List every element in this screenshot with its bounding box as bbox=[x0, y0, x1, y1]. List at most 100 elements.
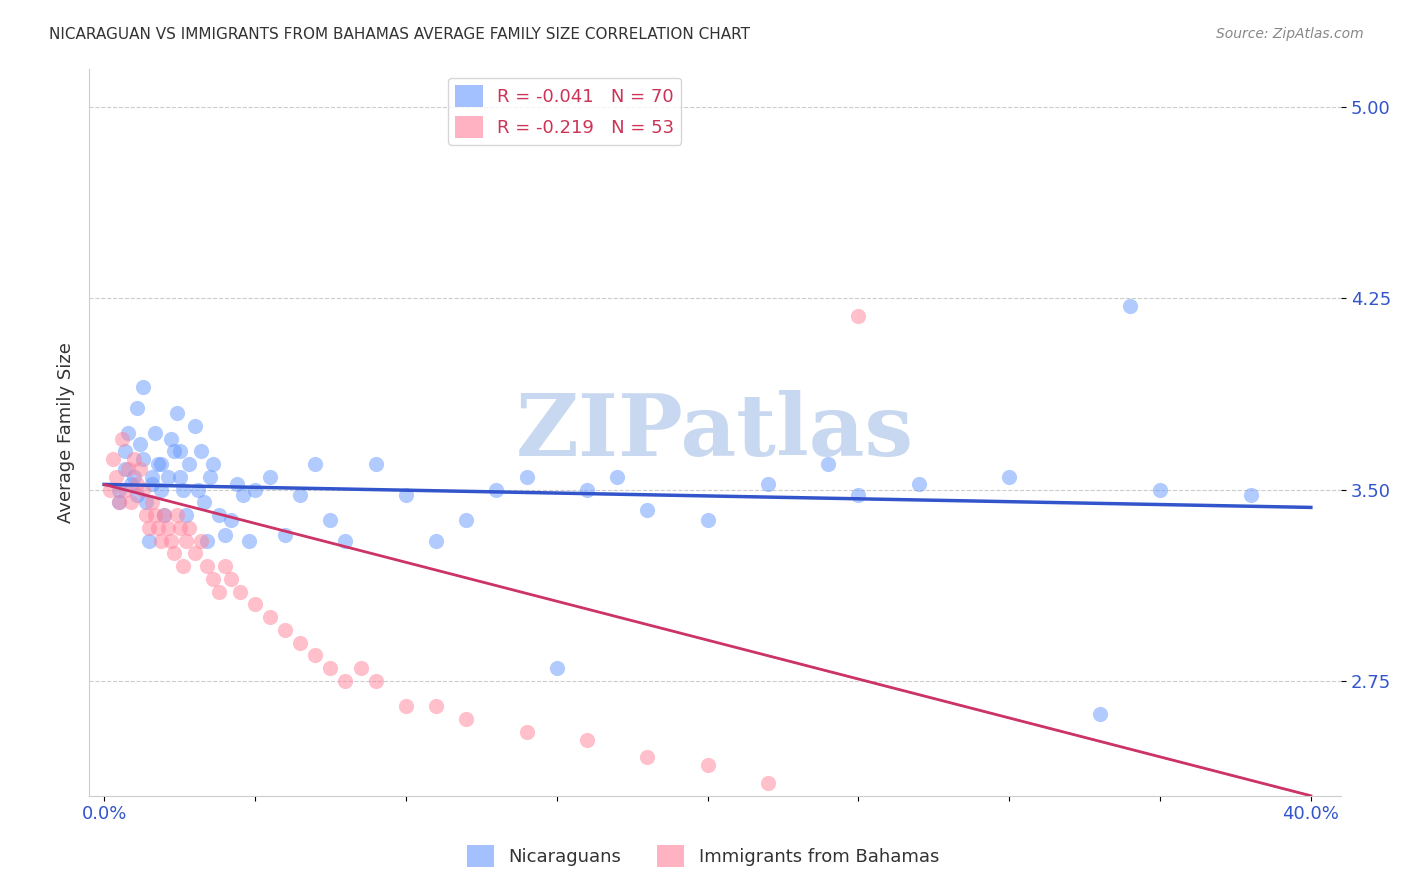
Point bbox=[259, 610, 281, 624]
Point bbox=[162, 444, 184, 458]
Point bbox=[1239, 488, 1261, 502]
Point bbox=[132, 451, 155, 466]
Point bbox=[135, 495, 157, 509]
Point bbox=[907, 477, 929, 491]
Point bbox=[515, 725, 537, 739]
Point bbox=[150, 483, 173, 497]
Point bbox=[208, 508, 231, 522]
Point bbox=[846, 488, 869, 502]
Point bbox=[425, 533, 447, 548]
Point bbox=[243, 598, 266, 612]
Point bbox=[145, 426, 167, 441]
Legend: R = -0.041   N = 70, R = -0.219   N = 53: R = -0.041 N = 70, R = -0.219 N = 53 bbox=[449, 78, 682, 145]
Point bbox=[148, 457, 170, 471]
Point bbox=[117, 426, 139, 441]
Point bbox=[290, 488, 312, 502]
Point bbox=[177, 457, 200, 471]
Point bbox=[183, 546, 205, 560]
Point bbox=[756, 477, 779, 491]
Point bbox=[319, 513, 342, 527]
Point bbox=[111, 432, 134, 446]
Point bbox=[696, 758, 718, 772]
Point bbox=[141, 477, 163, 491]
Point bbox=[98, 483, 121, 497]
Point bbox=[214, 528, 236, 542]
Point bbox=[114, 444, 136, 458]
Point bbox=[153, 508, 176, 522]
Point bbox=[1119, 299, 1142, 313]
Point bbox=[456, 513, 478, 527]
Point bbox=[138, 533, 160, 548]
Point bbox=[546, 661, 568, 675]
Point bbox=[150, 533, 173, 548]
Point bbox=[166, 406, 188, 420]
Point bbox=[120, 495, 142, 509]
Point bbox=[129, 436, 152, 450]
Point bbox=[172, 559, 194, 574]
Point bbox=[114, 462, 136, 476]
Point bbox=[335, 533, 357, 548]
Point bbox=[141, 470, 163, 484]
Point bbox=[575, 732, 598, 747]
Point bbox=[150, 457, 173, 471]
Point bbox=[169, 470, 191, 484]
Point bbox=[319, 661, 342, 675]
Point bbox=[145, 508, 167, 522]
Point bbox=[1088, 707, 1111, 722]
Point bbox=[127, 488, 149, 502]
Point bbox=[198, 470, 221, 484]
Point bbox=[1149, 483, 1171, 497]
Point bbox=[304, 457, 326, 471]
Point bbox=[183, 418, 205, 433]
Point bbox=[103, 451, 125, 466]
Point bbox=[219, 513, 242, 527]
Point bbox=[141, 495, 163, 509]
Point bbox=[108, 495, 131, 509]
Point bbox=[177, 521, 200, 535]
Point bbox=[127, 477, 149, 491]
Point bbox=[225, 477, 247, 491]
Point bbox=[998, 470, 1021, 484]
Point bbox=[238, 533, 260, 548]
Point bbox=[243, 483, 266, 497]
Point bbox=[159, 533, 181, 548]
Point bbox=[575, 483, 598, 497]
Point bbox=[148, 521, 170, 535]
Point bbox=[229, 584, 252, 599]
Point bbox=[124, 451, 146, 466]
Point bbox=[696, 513, 718, 527]
Point bbox=[169, 444, 191, 458]
Point bbox=[274, 528, 297, 542]
Point bbox=[364, 673, 387, 688]
Point bbox=[156, 470, 179, 484]
Point bbox=[172, 483, 194, 497]
Point bbox=[159, 432, 181, 446]
Text: ZIPatlas: ZIPatlas bbox=[516, 390, 914, 475]
Point bbox=[127, 401, 149, 415]
Point bbox=[117, 462, 139, 476]
Point bbox=[335, 673, 357, 688]
Point bbox=[201, 457, 224, 471]
Point bbox=[190, 533, 212, 548]
Point bbox=[364, 457, 387, 471]
Point bbox=[606, 470, 628, 484]
Text: Source: ZipAtlas.com: Source: ZipAtlas.com bbox=[1216, 27, 1364, 41]
Point bbox=[174, 508, 197, 522]
Point bbox=[156, 521, 179, 535]
Point bbox=[395, 488, 418, 502]
Point bbox=[636, 750, 658, 764]
Point bbox=[187, 483, 209, 497]
Point bbox=[138, 521, 160, 535]
Point bbox=[290, 635, 312, 649]
Point bbox=[201, 572, 224, 586]
Y-axis label: Average Family Size: Average Family Size bbox=[58, 342, 75, 523]
Point bbox=[846, 309, 869, 323]
Point bbox=[129, 462, 152, 476]
Point bbox=[636, 503, 658, 517]
Point bbox=[108, 495, 131, 509]
Point bbox=[485, 483, 508, 497]
Point bbox=[817, 457, 839, 471]
Point bbox=[108, 483, 131, 497]
Point bbox=[425, 699, 447, 714]
Point bbox=[162, 546, 184, 560]
